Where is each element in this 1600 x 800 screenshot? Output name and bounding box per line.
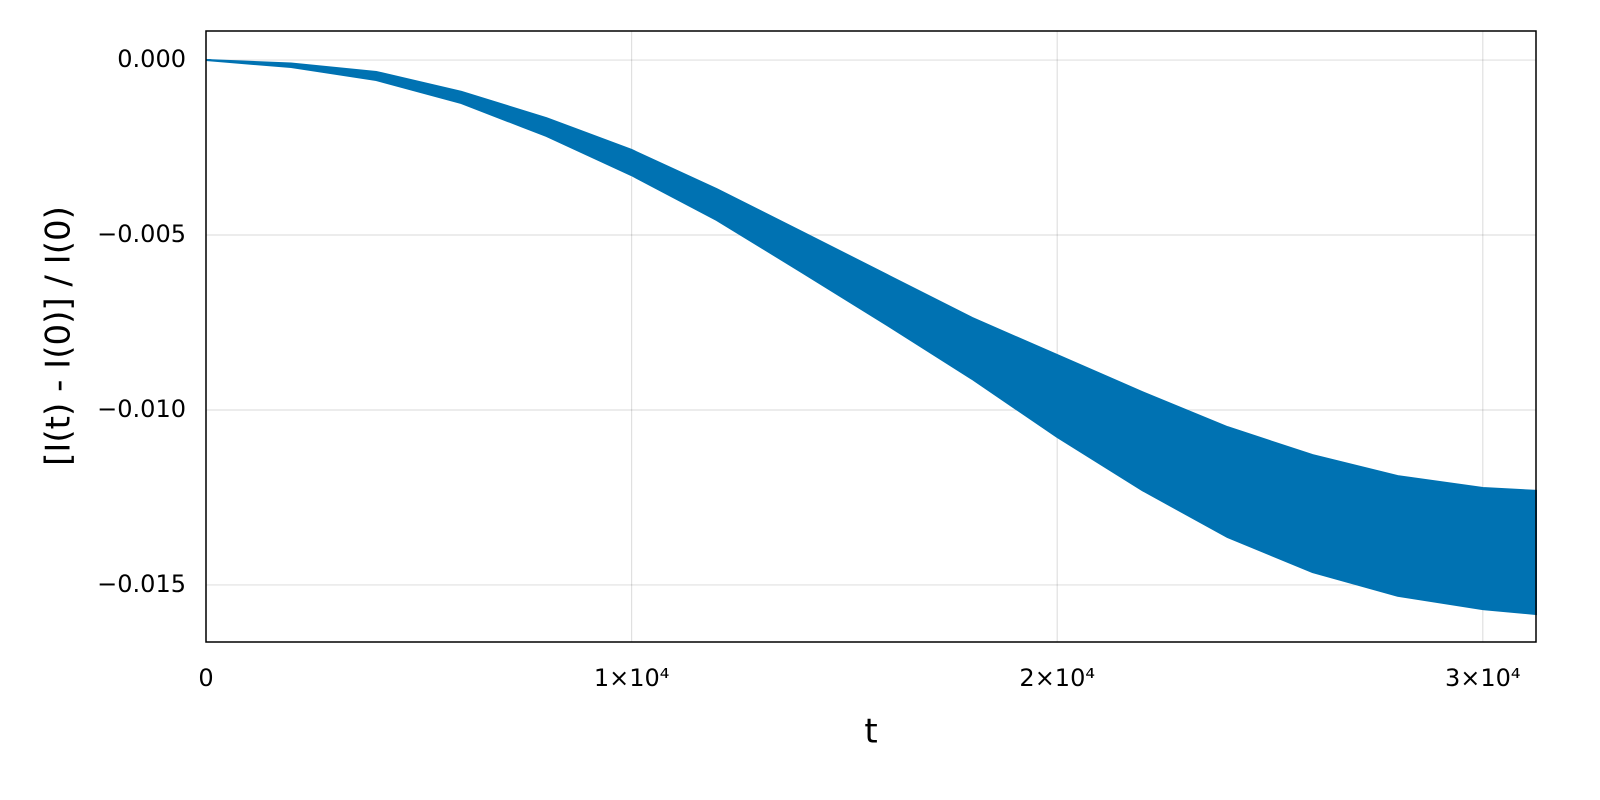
y-tick-label: −0.015 [97, 570, 186, 598]
plot-frame [205, 30, 1537, 643]
band [205, 59, 1537, 616]
y-tick-label: 0.000 [117, 45, 186, 73]
x-tick-label: 1×10⁴ [594, 664, 670, 692]
x-axis-label: t [864, 712, 877, 752]
x-tick-label: 0 [198, 664, 213, 692]
x-tick-label: 3×10⁴ [1445, 664, 1521, 692]
y-tick-label: −0.010 [97, 395, 186, 423]
x-tick-label: 2×10⁴ [1019, 664, 1095, 692]
y-tick-label: −0.005 [97, 220, 186, 248]
y-axis-label: [I(t) - I(0)] / I(0) [39, 206, 79, 466]
